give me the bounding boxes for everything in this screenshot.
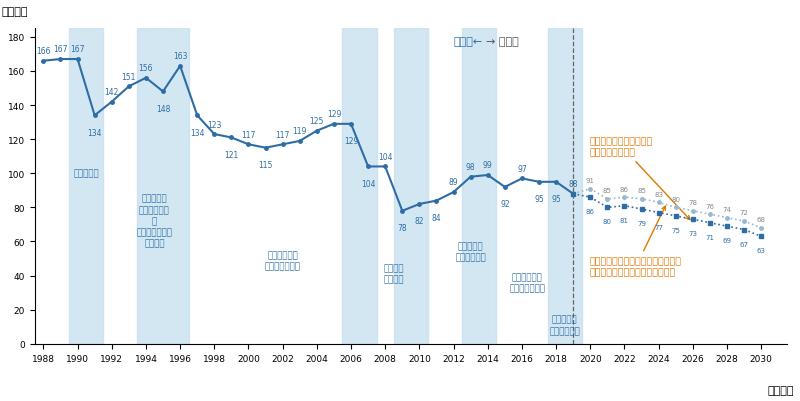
Text: 79: 79 (637, 221, 646, 227)
Text: 72: 72 (740, 210, 749, 216)
Text: 83: 83 (654, 191, 663, 197)
Bar (547, 29, 582, 344)
Text: 69: 69 (722, 238, 731, 244)
Text: リーマン
ショック: リーマン ショック (383, 264, 404, 284)
Text: 80: 80 (671, 196, 680, 203)
Text: 長期的な傾向に基づいた
中長期的な予測値: 長期的な傾向に基づいた 中長期的な予測値 (590, 137, 690, 220)
Text: 95: 95 (534, 195, 544, 204)
Text: 75: 75 (671, 227, 680, 233)
Text: 88: 88 (569, 180, 578, 189)
Text: 相続税制度改
正による貸家増: 相続税制度改 正による貸家増 (509, 273, 545, 293)
Text: 85: 85 (603, 188, 612, 194)
Bar (138, 29, 189, 344)
Text: 74: 74 (722, 207, 731, 213)
Text: 117: 117 (242, 130, 256, 140)
Text: 80: 80 (603, 219, 612, 225)
Text: 134: 134 (190, 128, 205, 138)
Text: 実績値←: 実績値← (453, 37, 482, 47)
Text: 消費増税前
駆け込み需要: 消費増税前 駆け込み需要 (455, 242, 486, 262)
Text: 67: 67 (740, 241, 749, 247)
Text: 129: 129 (344, 137, 358, 146)
Text: 151: 151 (122, 73, 136, 81)
Text: 97: 97 (517, 164, 527, 173)
Bar (462, 29, 496, 344)
Text: 99: 99 (483, 161, 493, 170)
Text: 85: 85 (637, 188, 646, 194)
Bar (69, 29, 103, 344)
Text: 115: 115 (258, 161, 273, 170)
Text: 78: 78 (398, 224, 407, 233)
Text: 消費増税前
駆け込み需要: 消費増税前 駆け込み需要 (550, 315, 580, 335)
Text: 125: 125 (310, 117, 324, 126)
Text: 89: 89 (449, 178, 458, 187)
Text: 117: 117 (275, 130, 290, 140)
Text: 167: 167 (70, 45, 85, 54)
Text: 82: 82 (414, 217, 424, 226)
Text: 91: 91 (586, 178, 595, 184)
Text: 121: 121 (224, 151, 238, 160)
Text: 123: 123 (207, 120, 222, 129)
Text: 167: 167 (54, 45, 68, 54)
Text: 166: 166 (36, 47, 50, 56)
Bar (342, 29, 377, 344)
Text: 119: 119 (293, 127, 307, 136)
Text: 68: 68 (757, 217, 766, 223)
Text: 消費増税前
駆け込み需要
＋
阪神淡路大震災
復興需要: 消費増税前 駆け込み需要 ＋ 阪神淡路大震災 復興需要 (137, 194, 173, 247)
Bar (394, 29, 428, 344)
Text: （年度）: （年度） (768, 385, 794, 395)
Text: 104: 104 (378, 152, 393, 162)
Text: バブル崩壊: バブル崩壊 (74, 169, 99, 178)
Text: 95: 95 (551, 195, 561, 204)
Text: 73: 73 (688, 231, 698, 237)
Text: 86: 86 (620, 186, 629, 192)
Text: 76: 76 (706, 203, 714, 209)
Text: 104: 104 (361, 180, 375, 188)
Text: 耕震偉装事件
建築基準法改正: 耕震偉装事件 建築基準法改正 (265, 250, 301, 270)
Text: 81: 81 (620, 217, 629, 223)
Text: 78: 78 (688, 200, 698, 206)
Text: 71: 71 (706, 234, 714, 240)
Text: → 予測値: → 予測値 (486, 37, 519, 47)
Text: 134: 134 (87, 128, 102, 138)
Text: 163: 163 (173, 52, 187, 61)
Text: 148: 148 (156, 105, 170, 113)
Text: 98: 98 (466, 163, 475, 172)
Text: 92: 92 (500, 200, 510, 209)
Text: 129: 129 (326, 110, 341, 119)
Text: 相続税制改正による貸家の供給増が
定着すると仮定した場合の予測値: 相続税制改正による貸家の供給増が 定着すると仮定した場合の予測値 (590, 207, 682, 277)
Text: 77: 77 (654, 224, 663, 230)
Text: 63: 63 (757, 248, 766, 254)
Text: 156: 156 (138, 64, 153, 73)
Text: 142: 142 (105, 88, 119, 97)
Text: （万戸）: （万戸） (1, 7, 27, 17)
Text: 86: 86 (586, 209, 595, 215)
Text: 84: 84 (432, 214, 442, 223)
